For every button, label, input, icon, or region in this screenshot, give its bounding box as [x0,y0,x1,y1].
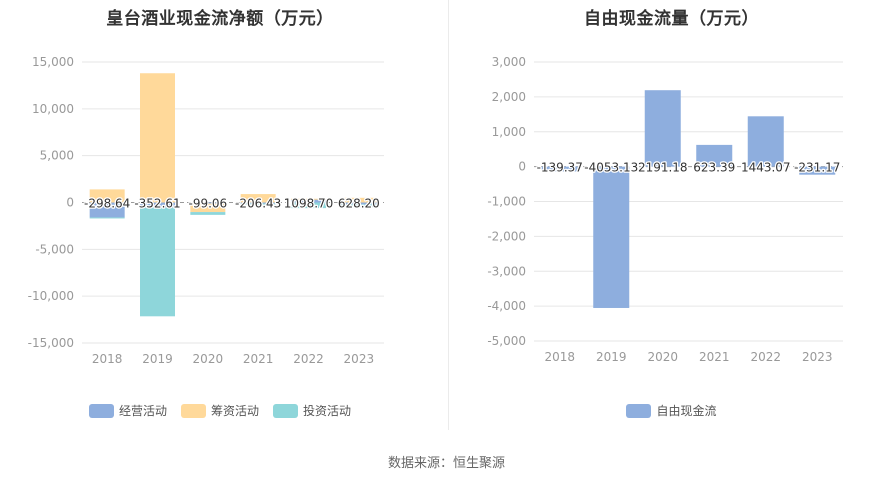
y-tick-label: -2,000 [487,229,526,243]
legend-item[interactable]: 筹资活动 [180,402,259,419]
x-tick-label: 2018 [92,352,123,366]
bar-经营活动 [291,199,326,203]
legend-label: 投资活动 [303,404,352,418]
bar-经营活动 [89,202,125,218]
legend-item[interactable]: 投资活动 [273,402,351,419]
free-cash-flow-plot: -5,000 -4,000 -3,000 -2,000 -1,000 0 1,000 2,00… [487,55,843,364]
bar-筹资活动 [291,198,326,200]
bar-投资活动 [89,217,125,219]
x-tick-label: 2022 [750,350,781,364]
legend-swatch [626,403,652,418]
data-label: -231.17 [794,161,840,175]
x-tick-label: 2021 [699,350,730,364]
bar-筹资活动 [341,197,377,203]
x-tick-label: 2020 [647,350,678,364]
data-label: 628.20 [338,197,380,211]
bar-筹资活动 [240,194,276,203]
data-label: 1098.70 [284,197,334,211]
legend-swatch [88,403,114,418]
bar-经营活动 [190,202,226,204]
bar-自由现金流 [541,166,578,172]
legend: 自由现金流 [450,402,893,419]
bar-投资活动 [291,202,326,209]
x-tick-label: 2022 [293,352,324,366]
data-label: -139.37 [537,161,583,175]
y-tick-label: 2,000 [492,90,526,104]
bar-投资活动 [140,207,175,317]
bar-投资活动 [190,212,226,215]
x-tick-label: 2018 [544,350,575,364]
y-tick-label: -5,000 [487,334,526,348]
legend-label: 经营活动 [118,404,167,418]
bar-经营活动 [140,202,175,208]
y-tick-label: 3,000 [492,55,526,69]
source-note: 数据来源：恒生聚源 [387,456,505,471]
divider [448,0,449,430]
bar-筹资活动 [89,189,125,203]
bar-投资活动 [240,203,276,205]
y-tick-label: -4,000 [487,299,526,313]
y-tick-label: -5,000 [35,242,74,256]
legend: 经营活动 筹资活动 投资活动 [0,402,440,419]
bar-自由现金流 [696,144,733,167]
data-label: 1443.07 [741,161,791,175]
cash-flow-plot: -15,000 -10,000 -5,000 0 5,000 10,000 15,000 20… [28,55,384,366]
chart-title: 皇台酒业现金流净额（万元） [106,9,334,29]
bar-自由现金流 [799,166,836,175]
y-tick-label: 5,000 [40,149,74,163]
legend-item[interactable]: 经营活动 [88,402,167,419]
bar-经营活动 [341,202,377,205]
legend-item[interactable]: 自由现金流 [626,402,717,419]
x-tick-label: 2019 [596,350,627,364]
bar-自由现金流 [644,90,681,167]
bar-筹资活动 [190,203,226,213]
data-label: 623.39 [693,161,735,175]
data-label: -352.61 [134,197,180,211]
y-tick-label: -1,000 [487,195,526,209]
y-tick-label: -10,000 [28,289,74,303]
y-tick-label: -3,000 [487,264,526,278]
bar-投资活动 [341,204,377,208]
y-tick-label: -15,000 [28,336,74,350]
x-tick-label: 2019 [142,352,173,366]
x-tick-label: 2023 [802,350,833,364]
data-label: -4053.13 [584,161,638,175]
y-tick-label: 10,000 [32,102,74,116]
bar-自由现金流 [747,116,784,167]
data-label: -206.43 [235,197,281,211]
x-tick-label: 2020 [193,352,224,366]
free-cash-flow-chart: 自由现金流量（万元） -5,000 -4,000 -3,000 -2,000 -1,00… [450,0,893,430]
bar-筹资活动 [140,73,175,203]
legend-swatch [180,403,206,418]
bar-经营活动 [240,202,276,204]
y-tick-label: 1,000 [492,125,526,139]
y-tick-label: 0 [66,196,74,210]
legend-label: 自由现金流 [656,404,717,418]
data-label: -298.64 [84,197,130,211]
chart-title: 自由现金流量（万元） [584,9,759,29]
cash-flow-chart: 皇台酒业现金流净额（万元） -15,000 -10,000 -5,000 0 5,000… [0,0,440,430]
legend-label: 筹资活动 [210,404,259,418]
legend-swatch [273,403,298,418]
y-tick-label: 0 [518,160,526,174]
data-label: 2191.18 [638,161,688,175]
x-tick-label: 2023 [344,352,375,366]
bar-自由现金流 [593,166,630,308]
data-label: -99.06 [188,197,227,211]
x-tick-label: 2021 [243,352,274,366]
y-tick-label: 15,000 [32,55,74,69]
